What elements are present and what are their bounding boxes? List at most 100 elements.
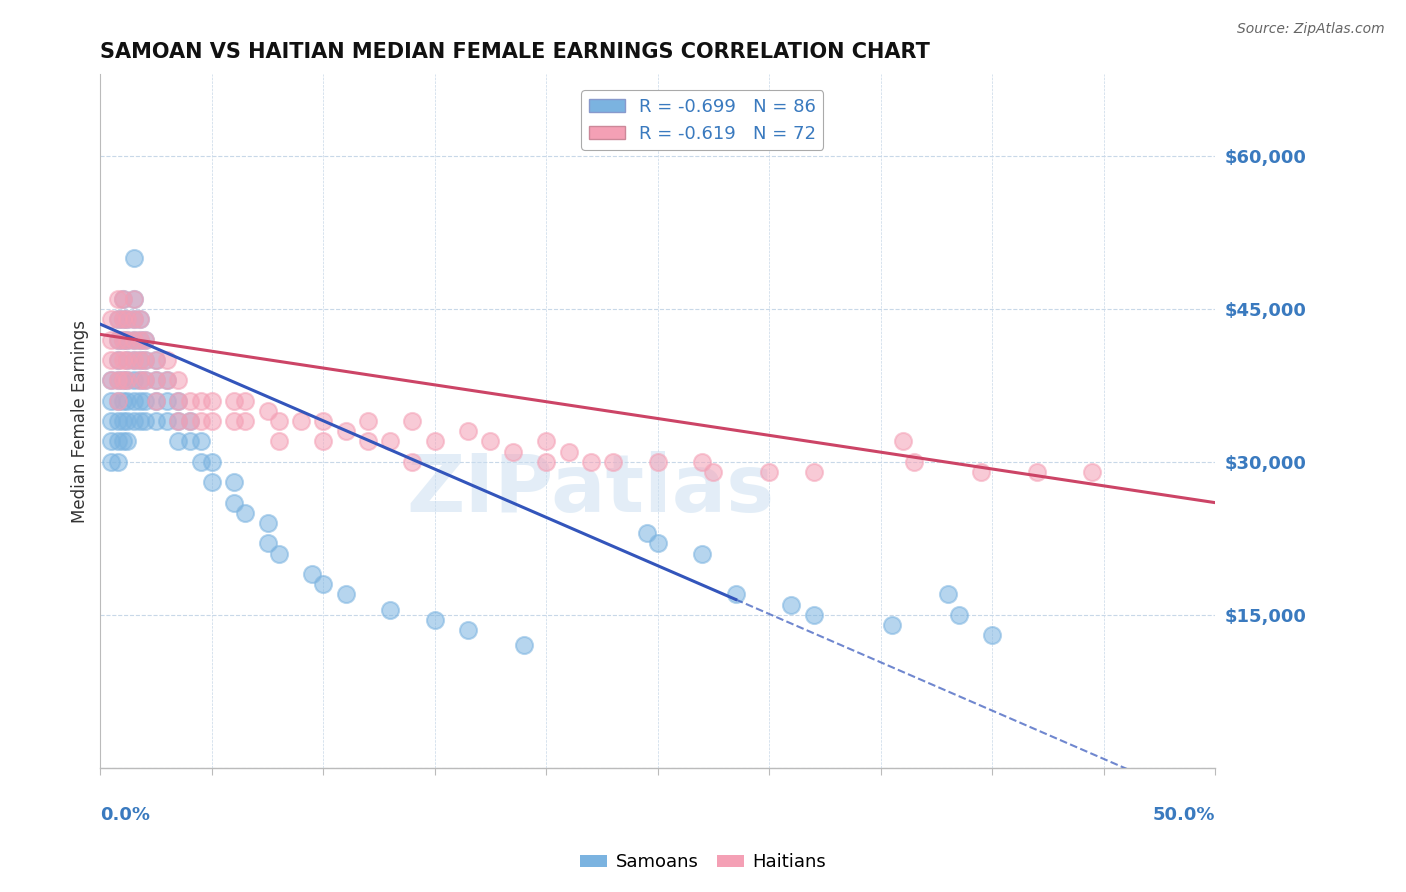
Point: [111, 373, 134, 387]
Point: [534, 455, 557, 469]
Point: [167, 373, 190, 387]
Point: [224, 414, 246, 428]
Point: [647, 536, 669, 550]
Point: [702, 465, 724, 479]
Point: [134, 414, 156, 428]
Point: [803, 465, 825, 479]
Text: 50.0%: 50.0%: [1153, 805, 1215, 824]
Point: [502, 444, 524, 458]
Point: [129, 414, 152, 428]
Point: [100, 352, 122, 367]
Legend: Samoans, Haitians: Samoans, Haitians: [572, 847, 834, 879]
Point: [134, 393, 156, 408]
Point: [107, 414, 129, 428]
Point: [122, 251, 145, 265]
Point: [423, 613, 446, 627]
Point: [312, 414, 335, 428]
Point: [129, 373, 152, 387]
Point: [647, 455, 669, 469]
Point: [156, 373, 179, 387]
Point: [129, 312, 152, 326]
Point: [122, 292, 145, 306]
Point: [115, 352, 138, 367]
Point: [107, 352, 129, 367]
Point: [201, 414, 224, 428]
Point: [111, 333, 134, 347]
Point: [690, 547, 713, 561]
Point: [357, 414, 380, 428]
Point: [129, 333, 152, 347]
Point: [179, 434, 201, 449]
Point: [134, 352, 156, 367]
Point: [145, 373, 167, 387]
Point: [107, 455, 129, 469]
Point: [100, 373, 122, 387]
Point: [256, 536, 278, 550]
Point: [111, 373, 134, 387]
Point: [312, 434, 335, 449]
Point: [602, 455, 624, 469]
Point: [457, 623, 479, 637]
Point: [479, 434, 502, 449]
Point: [335, 587, 357, 601]
Point: [134, 333, 156, 347]
Point: [233, 393, 256, 408]
Point: [267, 414, 290, 428]
Point: [100, 414, 122, 428]
Point: [936, 587, 959, 601]
Point: [111, 292, 134, 306]
Point: [134, 373, 156, 387]
Point: [134, 373, 156, 387]
Text: ZIPatlas: ZIPatlas: [406, 451, 775, 529]
Point: [156, 373, 179, 387]
Point: [111, 312, 134, 326]
Point: [122, 373, 145, 387]
Point: [129, 312, 152, 326]
Point: [201, 455, 224, 469]
Text: 0.0%: 0.0%: [100, 805, 150, 824]
Point: [111, 312, 134, 326]
Point: [256, 516, 278, 530]
Point: [1025, 465, 1047, 479]
Point: [122, 333, 145, 347]
Point: [167, 393, 190, 408]
Point: [401, 455, 423, 469]
Point: [190, 434, 212, 449]
Point: [129, 333, 152, 347]
Point: [233, 414, 256, 428]
Point: [115, 333, 138, 347]
Point: [201, 393, 224, 408]
Point: [115, 333, 138, 347]
Text: SAMOAN VS HAITIAN MEDIAN FEMALE EARNINGS CORRELATION CHART: SAMOAN VS HAITIAN MEDIAN FEMALE EARNINGS…: [100, 42, 931, 62]
Point: [115, 434, 138, 449]
Point: [190, 414, 212, 428]
Point: [134, 352, 156, 367]
Point: [122, 333, 145, 347]
Point: [201, 475, 224, 490]
Point: [267, 434, 290, 449]
Point: [256, 404, 278, 418]
Point: [948, 607, 970, 622]
Point: [115, 393, 138, 408]
Point: [179, 414, 201, 428]
Point: [111, 414, 134, 428]
Point: [179, 393, 201, 408]
Point: [156, 393, 179, 408]
Point: [724, 587, 747, 601]
Point: [156, 414, 179, 428]
Point: [267, 547, 290, 561]
Point: [115, 352, 138, 367]
Point: [122, 292, 145, 306]
Point: [115, 373, 138, 387]
Point: [115, 373, 138, 387]
Point: [111, 333, 134, 347]
Point: [107, 434, 129, 449]
Point: [115, 312, 138, 326]
Point: [107, 352, 129, 367]
Point: [122, 414, 145, 428]
Point: [534, 434, 557, 449]
Point: [290, 414, 312, 428]
Point: [115, 312, 138, 326]
Point: [111, 292, 134, 306]
Point: [891, 434, 914, 449]
